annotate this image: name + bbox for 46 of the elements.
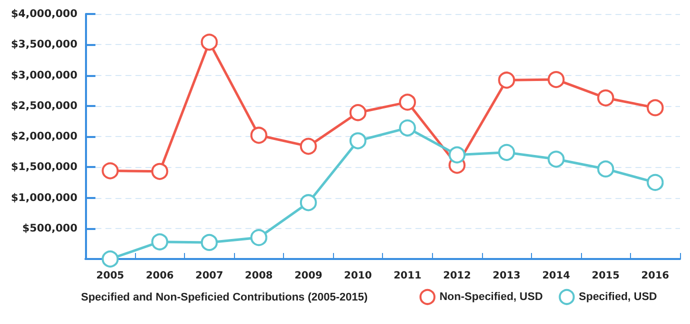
point <box>646 99 664 116</box>
x-tick-label: 2013 <box>492 270 521 282</box>
point <box>349 132 366 150</box>
legend-label: Non-Specified, USD <box>439 291 543 303</box>
point <box>300 138 317 155</box>
y-tick-label: $1,000,000 <box>10 192 78 204</box>
x-tick-label: 2011 <box>394 270 422 282</box>
x-tick-label: 2012 <box>443 270 471 282</box>
x-tick-label: 2014 <box>542 270 570 282</box>
point <box>448 146 466 164</box>
point <box>151 233 168 250</box>
y-tick-label: $500,000 <box>22 222 78 234</box>
x-tick-label: 2007 <box>195 270 224 282</box>
y-tick-label: $3,500,000 <box>10 38 78 51</box>
x-tick-label: 2016 <box>641 270 670 282</box>
point <box>498 72 516 89</box>
point <box>399 94 416 111</box>
point <box>102 162 119 180</box>
x-tick-label: 2015 <box>592 270 620 282</box>
point <box>349 104 366 122</box>
point <box>151 162 168 180</box>
point <box>300 194 317 212</box>
point <box>250 126 268 144</box>
point <box>548 71 565 88</box>
x-tick-label: 2005 <box>96 270 124 282</box>
point <box>548 150 565 168</box>
point <box>102 250 119 268</box>
y-tick-label: $2,500,000 <box>10 100 78 112</box>
point <box>399 119 416 136</box>
point <box>597 89 614 106</box>
legend-label: Specified, USD <box>578 291 658 303</box>
point <box>200 234 218 251</box>
point <box>597 160 614 178</box>
x-tick-label: 2010 <box>344 270 372 282</box>
point <box>646 174 664 191</box>
x-tick-label: 2006 <box>146 270 174 282</box>
y-tick-label: $3,000,000 <box>10 69 78 82</box>
y-tick-label: $1,500,000 <box>10 161 78 174</box>
point <box>250 229 268 246</box>
y-tick-label: $2,000,000 <box>10 130 78 142</box>
point <box>200 34 218 51</box>
point <box>498 144 516 161</box>
x-tick-label: 2008 <box>244 270 273 282</box>
y-tick-label: $4,000,000 <box>10 8 78 20</box>
x-tick-label: 2009 <box>294 270 322 282</box>
text: Specified and Non-Speficied Contributions (2005-2015) <box>81 292 368 304</box>
